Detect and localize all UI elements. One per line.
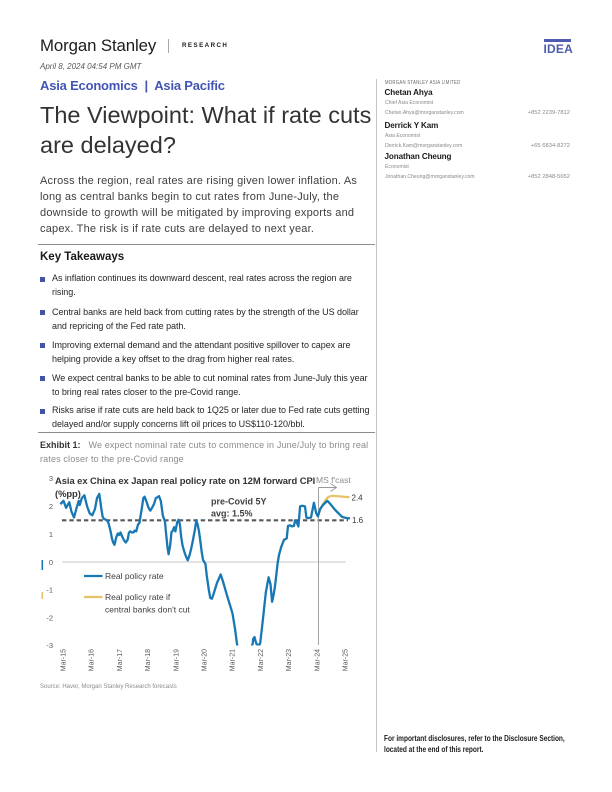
- svg-text:-3: -3: [46, 641, 53, 650]
- svg-text:2.4: 2.4: [352, 494, 364, 503]
- svg-text:Mar-21: Mar-21: [230, 649, 237, 671]
- svg-text:Mar-15: Mar-15: [61, 649, 68, 671]
- svg-text:2: 2: [49, 502, 53, 511]
- svg-text:Real policy rate: Real policy rate: [105, 571, 164, 581]
- svg-text:Real policy rate if: Real policy rate if: [105, 592, 171, 602]
- svg-text:Mar-17: Mar-17: [117, 649, 124, 671]
- svg-text:Mar-25: Mar-25: [343, 649, 350, 671]
- svg-text:3: 3: [49, 474, 53, 483]
- svg-text:1: 1: [49, 530, 53, 539]
- svg-text:-1: -1: [46, 586, 53, 595]
- svg-text:pre-Covid 5Y: pre-Covid 5Y: [211, 497, 267, 507]
- svg-text:Mar-22: Mar-22: [258, 649, 265, 671]
- svg-text:Mar-24: Mar-24: [314, 649, 321, 671]
- svg-text:Mar-18: Mar-18: [145, 649, 152, 671]
- svg-text:0: 0: [49, 558, 53, 567]
- svg-text:1.6: 1.6: [352, 516, 364, 525]
- svg-text:Mar-20: Mar-20: [202, 649, 209, 671]
- svg-text:central banks don't cut: central banks don't cut: [105, 605, 190, 615]
- svg-text:-2: -2: [46, 614, 53, 623]
- svg-text:Mar-16: Mar-16: [89, 649, 96, 671]
- svg-text:Mar-19: Mar-19: [173, 649, 180, 671]
- svg-text:Mar-23: Mar-23: [286, 649, 293, 671]
- svg-text:avg: 1.5%: avg: 1.5%: [211, 509, 253, 519]
